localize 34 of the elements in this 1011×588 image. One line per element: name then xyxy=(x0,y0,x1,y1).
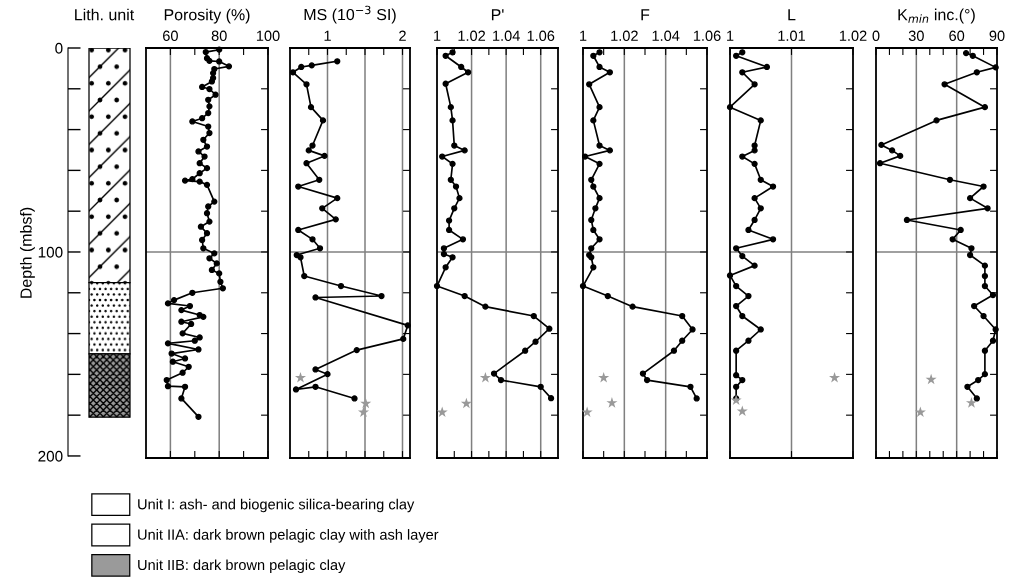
x-tick-label: 1.02 xyxy=(611,30,638,41)
chart-title: K$_{min}$ inc.(°) xyxy=(898,8,975,24)
chart-title: P' xyxy=(491,9,504,21)
x-tick-label: 2 xyxy=(399,30,406,41)
x-tick-label: 60 xyxy=(163,30,178,41)
x-tick-label: 1 xyxy=(434,30,441,41)
legend-label: Unit IIA: dark brown pelagic clay with ash layer xyxy=(138,529,439,543)
y-axis-title: Depth (mbsf) xyxy=(19,207,35,298)
x-tick-label: 1.04 xyxy=(652,30,680,41)
x-tick-label: 1.04 xyxy=(493,30,520,41)
x-tick-label: 1 xyxy=(727,30,734,41)
x-tick-label: 1.01 xyxy=(778,30,805,41)
x-tick-label: 60 xyxy=(949,30,965,41)
x-tick-label: 0 xyxy=(872,30,880,41)
y-tick-label: 100 xyxy=(38,246,63,258)
x-tick-label: 30 xyxy=(908,30,924,41)
chart-title: MS (10$^{−3}$ SI) xyxy=(304,5,396,24)
chart-title: Porosity (%) xyxy=(164,8,250,24)
x-tick-label: 100 xyxy=(256,30,280,41)
chart-title: L xyxy=(788,9,796,21)
x-tick-label: 1 xyxy=(324,30,331,41)
x-tick-label: 1 xyxy=(580,30,587,41)
x-tick-label: 1.02 xyxy=(458,30,486,41)
x-tick-label: 80 xyxy=(211,30,227,41)
y-tick-label: 200 xyxy=(38,450,63,462)
legend-label: Unit I: ash- and biogenic silica-bearing clay xyxy=(138,498,415,513)
x-tick-label: 1.06 xyxy=(693,30,721,41)
x-tick-label: 1.06 xyxy=(527,30,555,41)
x-tick-label: 90 xyxy=(989,30,1005,41)
legend-label: Unit IIB: dark brown pelagic clay xyxy=(138,559,346,573)
chart-title: Lith. unit xyxy=(75,8,135,21)
y-tick-label: 0 xyxy=(55,42,63,54)
x-tick-label: 1.02 xyxy=(839,30,867,41)
chart-title: F xyxy=(641,9,650,21)
